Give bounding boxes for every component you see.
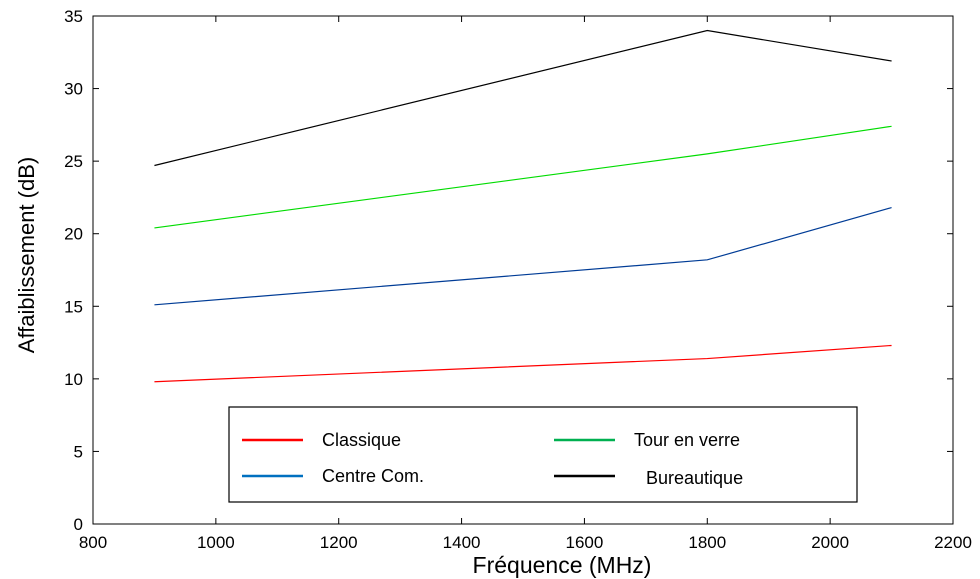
legend-box <box>228 406 858 503</box>
y-tick-label: 15 <box>64 297 83 316</box>
x-tick-label: 2000 <box>811 533 849 552</box>
x-tick-label: 1600 <box>566 533 604 552</box>
y-axis-title: Affaiblissement (dB) <box>14 157 39 353</box>
x-axis-title: Fréquence (MHz) <box>473 552 652 578</box>
y-tick-label: 0 <box>74 515 83 534</box>
legend-label-classique: Classique <box>322 430 401 450</box>
legend-label-bureautique: Bureautique <box>646 468 743 488</box>
y-tick-label: 25 <box>64 152 83 171</box>
y-tick-label: 10 <box>64 370 83 389</box>
axis-ticks: 800 1000 1200 1400 1600 1800 2000 2200 0 5 10 15 20 2… <box>64 7 972 552</box>
series-line-centre-com <box>154 207 892 306</box>
series-layer <box>154 29 892 383</box>
y-tick-label: 30 <box>64 80 83 99</box>
series-line-classique <box>154 344 892 383</box>
plot-frame <box>92 15 954 525</box>
legend: Classique Tour en verre Centre Com. Bure… <box>228 406 858 503</box>
x-tick-label: 1200 <box>320 533 358 552</box>
series-line-bureautique <box>154 29 892 167</box>
y-tick-label: 35 <box>64 7 83 26</box>
x-tick-label: 1400 <box>443 533 481 552</box>
y-tick-label: 5 <box>74 442 83 461</box>
x-tick-label: 1800 <box>688 533 726 552</box>
x-tick-label: 1000 <box>197 533 235 552</box>
legend-label-tour-en-verre: Tour en verre <box>634 430 740 450</box>
x-tick-label: 2200 <box>934 533 972 552</box>
series-line-tour-en-verre <box>154 125 892 229</box>
y-tick-label: 20 <box>64 225 83 244</box>
legend-label-centre-com: Centre Com. <box>322 466 424 486</box>
x-tick-label: 800 <box>79 533 107 552</box>
